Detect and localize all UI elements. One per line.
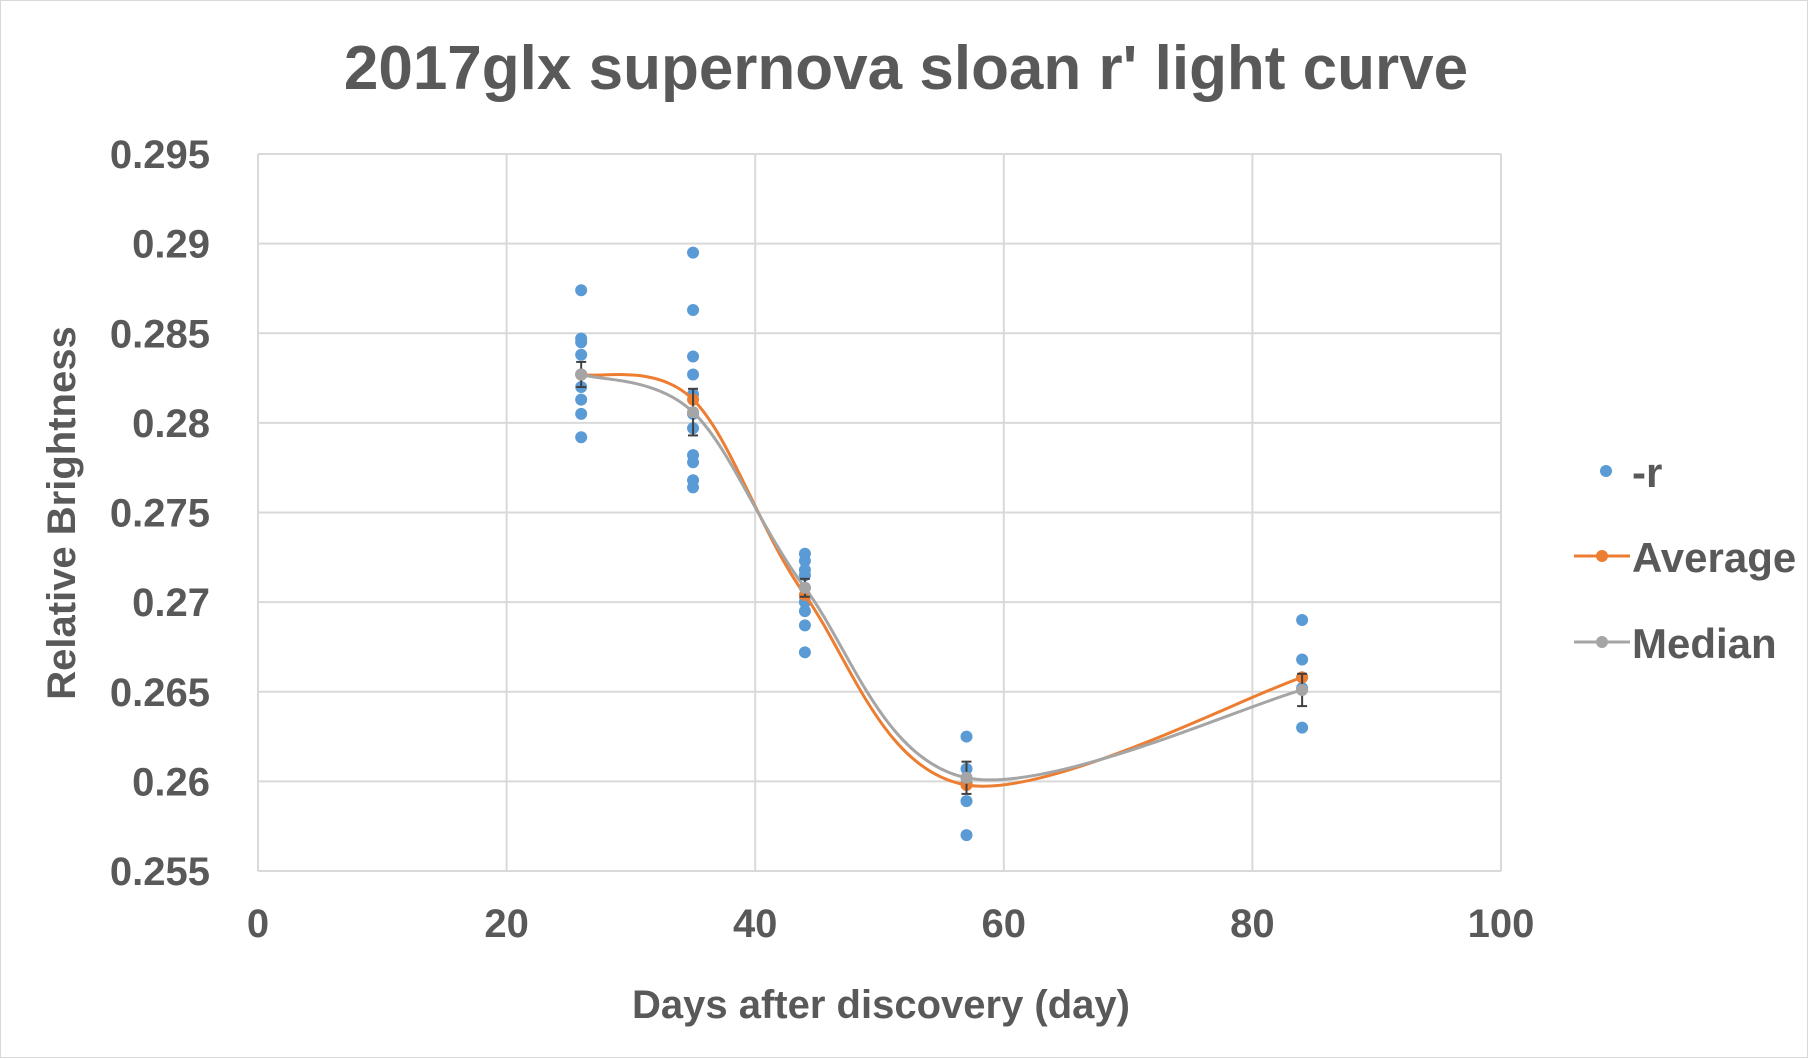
y-tick-label: 0.26	[132, 760, 210, 804]
scatter-point	[575, 348, 588, 361]
x-tick-label: 0	[247, 902, 269, 946]
x-axis-label: Days after discovery (day)	[632, 983, 1130, 1027]
y-tick-label: 0.275	[110, 492, 210, 536]
x-tick-label: 80	[1230, 902, 1275, 946]
y-tick-label: 0.265	[110, 671, 210, 715]
scatter-point	[1296, 721, 1309, 734]
scatter-point	[687, 368, 700, 381]
scatter-point	[575, 284, 588, 297]
legend-marker	[1600, 465, 1612, 477]
y-tick-label: 0.28	[132, 402, 210, 446]
y-tick-label: 0.285	[110, 312, 210, 356]
series-layer	[575, 246, 1309, 842]
series-marker	[798, 581, 811, 594]
series-median	[575, 360, 1309, 795]
series-marker	[687, 406, 700, 419]
scatter-point	[687, 246, 700, 259]
scatter-point	[687, 350, 700, 363]
y-tick-label: 0.29	[132, 223, 210, 267]
scatter-point	[1296, 614, 1309, 627]
y-axis-label: Relative Brightness	[40, 326, 84, 699]
series-marker	[960, 771, 973, 784]
scatter-point	[798, 646, 811, 659]
legend-label: Median	[1632, 620, 1777, 667]
scatter-point	[798, 619, 811, 632]
series-line	[580, 373, 1303, 782]
gridlines	[257, 153, 1502, 872]
series-r	[575, 246, 1309, 842]
scatter-point	[687, 481, 700, 494]
scatter-point	[960, 795, 973, 808]
scatter-point	[798, 605, 811, 618]
x-tick-label: 100	[1468, 902, 1535, 946]
legend-label: Average	[1632, 534, 1796, 581]
legend-label: -r	[1632, 449, 1662, 496]
x-tick-label: 20	[484, 902, 529, 946]
y-tick-label: 0.255	[110, 850, 210, 894]
legend-marker	[1596, 550, 1608, 562]
x-tick-label: 40	[733, 902, 778, 946]
legend-marker	[1596, 636, 1608, 648]
series-marker	[575, 368, 588, 381]
scatter-point	[798, 554, 811, 567]
scatter-point	[575, 407, 588, 420]
x-tick-label: 60	[982, 902, 1027, 946]
scatter-point	[575, 336, 588, 349]
legend-item-median: Median	[1574, 620, 1777, 667]
scatter-point	[960, 829, 973, 842]
scatter-point	[687, 303, 700, 316]
y-tick-label: 0.27	[132, 581, 210, 625]
y-tick-label: 0.295	[110, 133, 210, 177]
legend: -r Average Median	[1574, 449, 1796, 667]
scatter-point	[960, 730, 973, 743]
scatter-point	[575, 431, 588, 444]
scatter-point	[687, 456, 700, 469]
tick-labels: 0.255 0.26 0.265 0.27 0.275 0.28 0.285 0.29 0.29…	[110, 133, 1534, 946]
legend-item-r: -r	[1600, 449, 1662, 496]
scatter-point	[575, 393, 588, 406]
scatter-point	[1296, 653, 1309, 666]
chart-title: 2017glx supernova sloan r' light curve	[344, 34, 1468, 103]
series-marker	[1296, 683, 1309, 696]
legend-item-average: Average	[1574, 534, 1796, 581]
